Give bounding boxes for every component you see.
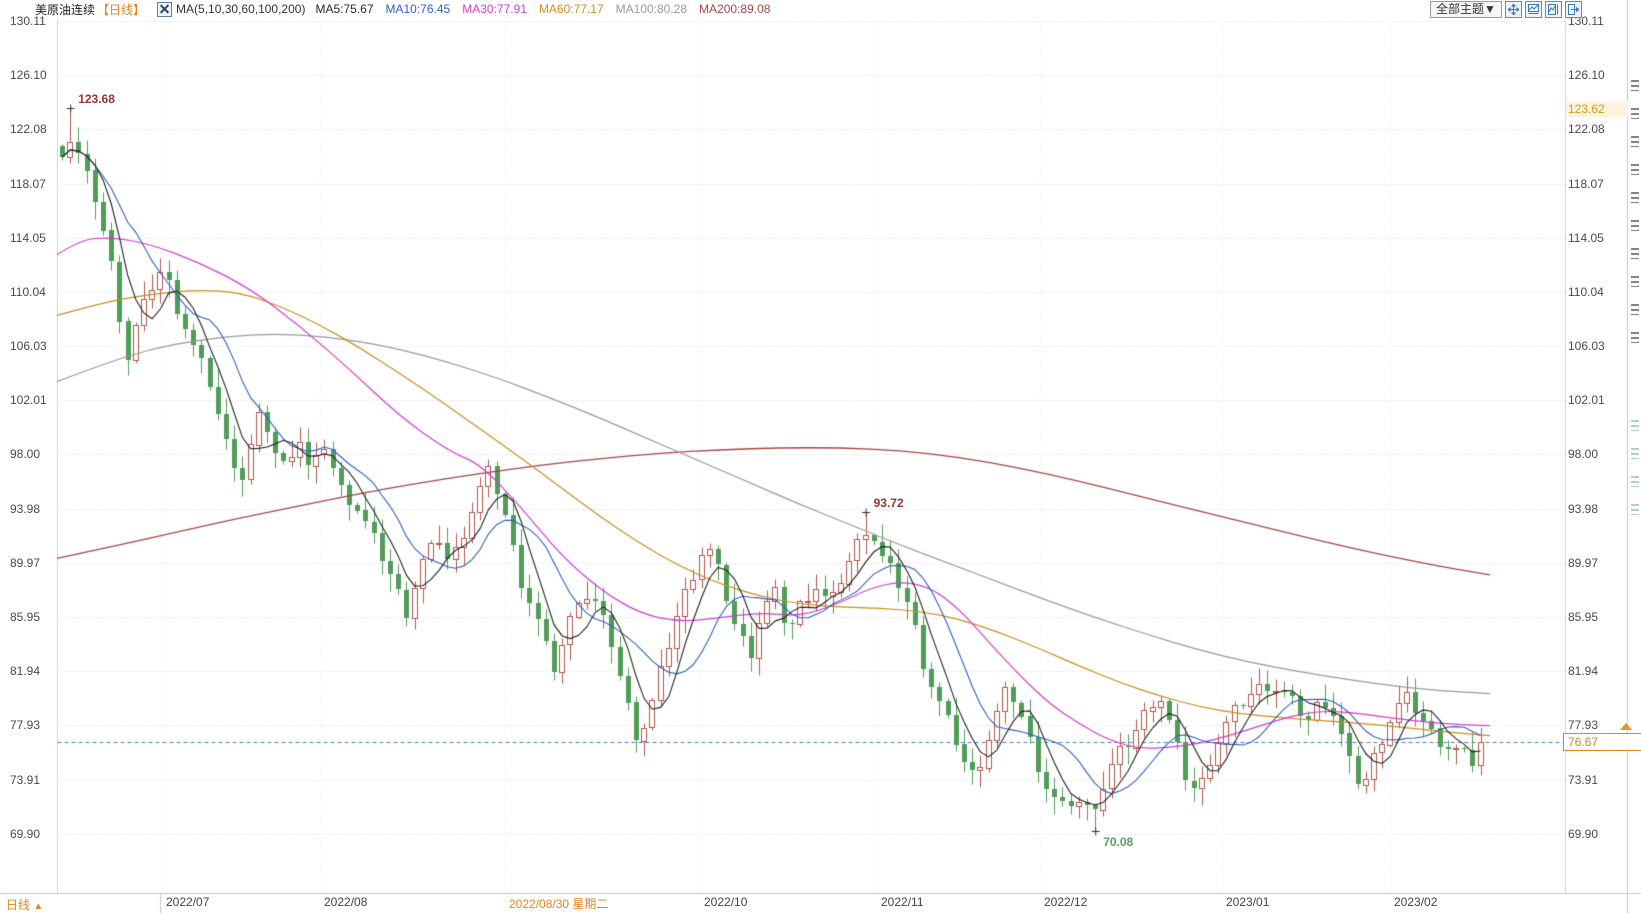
clipped-glyph bbox=[1631, 448, 1639, 459]
ma-group-label: MA(5,10,30,60,100,200) bbox=[176, 2, 306, 16]
y-axis-label: 77.93 bbox=[1568, 718, 1599, 733]
current-price-box: 76.67 bbox=[1563, 733, 1641, 752]
y-axis-label: 85.95 bbox=[10, 610, 41, 625]
y-axis-label: 93.98 bbox=[1568, 501, 1599, 516]
clipped-glyph bbox=[1631, 80, 1639, 91]
x-axis-label: 2023/01 bbox=[1226, 895, 1270, 909]
pan-icon[interactable] bbox=[1504, 1, 1522, 18]
clipped-glyph bbox=[1631, 220, 1639, 231]
clipped-glyph bbox=[1631, 164, 1639, 175]
y-axis-label: 130.11 bbox=[10, 14, 46, 28]
x-axis-label: 2022/07 bbox=[166, 895, 210, 909]
clipped-glyph bbox=[1631, 192, 1639, 203]
clipped-glyph bbox=[1631, 276, 1639, 287]
x-axis-label: 2022/12 bbox=[1044, 895, 1088, 909]
y-axis-label: 110.04 bbox=[1568, 284, 1604, 299]
clipped-glyph bbox=[1631, 420, 1639, 431]
clipped-glyph bbox=[1631, 248, 1639, 259]
upper-price-marker: 123.62 bbox=[1566, 100, 1628, 117]
clipped-glyph bbox=[1631, 504, 1639, 515]
y-axis-label: 110.04 bbox=[10, 284, 46, 299]
scale-y-icon[interactable] bbox=[1544, 1, 1562, 18]
y-axis-label: 106.03 bbox=[10, 339, 47, 354]
y-axis-label: 102.01 bbox=[1568, 393, 1605, 408]
tab-daily[interactable]: 日线 ▲ bbox=[6, 896, 43, 913]
price-up-arrow-icon bbox=[1620, 723, 1632, 731]
scale-x-icon[interactable] bbox=[1524, 1, 1542, 18]
y-axis-label: 122.08 bbox=[1568, 122, 1605, 137]
ma-legend-item: MA10:76.45 bbox=[385, 2, 451, 16]
kline-style-icon[interactable] bbox=[157, 1, 173, 17]
y-axis-label: 102.01 bbox=[10, 393, 47, 408]
y-axis-label: 118.07 bbox=[1568, 176, 1604, 191]
ma-legend-item: MA5:75.67 bbox=[315, 2, 374, 16]
y-axis-label: 93.98 bbox=[10, 501, 41, 516]
y-axis-label: 114.05 bbox=[1568, 230, 1604, 245]
y-axis-label: 114.05 bbox=[10, 230, 46, 245]
tab-collapse-arrow-icon: ▲ bbox=[33, 901, 44, 912]
x-axis-label: 2022/08/30 星期二 bbox=[509, 897, 609, 911]
y-axis-label: 106.03 bbox=[1568, 339, 1605, 354]
x-axis-label: 2022/10 bbox=[704, 895, 748, 909]
y-axis-label: 89.97 bbox=[1568, 555, 1599, 570]
clipped-glyph bbox=[1631, 136, 1639, 147]
annotation-period-low: 70.08 bbox=[1103, 835, 1134, 850]
clipped-glyph bbox=[1631, 332, 1639, 343]
symbol-title: 美原油连续 bbox=[35, 2, 96, 17]
y-axis-label: 69.90 bbox=[10, 826, 41, 841]
y-axis-label: 73.91 bbox=[1568, 772, 1599, 787]
period-tag: 【日线】 bbox=[97, 2, 146, 17]
export-icon[interactable] bbox=[1564, 1, 1582, 18]
y-axis-label: 69.90 bbox=[1568, 826, 1599, 841]
y-axis-label: 98.00 bbox=[10, 447, 41, 462]
y-axis-label: 126.10 bbox=[10, 68, 47, 83]
annotation-period-high: 123.68 bbox=[78, 91, 115, 106]
tab-daily-label: 日线 bbox=[6, 898, 31, 912]
y-axis-label: 77.93 bbox=[10, 718, 41, 733]
y-axis-label: 85.95 bbox=[1568, 610, 1599, 625]
y-axis-label: 118.07 bbox=[10, 176, 46, 191]
ma-legend: MA5:75.67 MA10:76.45 MA30:77.91 MA60:77.17 M… bbox=[315, 2, 782, 16]
y-axis-label: 81.94 bbox=[1568, 664, 1599, 679]
theme-dropdown-button[interactable]: 全部主题▼ bbox=[1430, 1, 1502, 18]
ma-legend-item: MA60:77.17 bbox=[538, 2, 604, 16]
ma-legend-item: MA30:77.91 bbox=[462, 2, 527, 16]
chart-toolbar: 全部主题▼ bbox=[1430, 1, 1582, 18]
y-axis-label: 126.10 bbox=[1568, 68, 1605, 83]
chart-header: 美原油连续 【日线】 MA(5,10,30,60,100,200) MA5:75… bbox=[0, 0, 1641, 18]
x-axis-label: 2022/11 bbox=[881, 895, 924, 909]
x-axis-label: 2023/02 bbox=[1394, 895, 1438, 909]
annotation-swing-high: 93.72 bbox=[873, 496, 904, 511]
y-axis-label: 89.97 bbox=[10, 555, 41, 570]
ma-legend-item: MA200:89.08 bbox=[699, 2, 771, 16]
y-axis-label: 98.00 bbox=[1568, 447, 1599, 462]
x-axis-label: 2022/08 bbox=[324, 895, 368, 909]
y-axis-label: 73.91 bbox=[10, 772, 41, 787]
clipped-glyph bbox=[1631, 304, 1639, 315]
ma-legend-item: MA100:80.28 bbox=[615, 2, 688, 16]
clipped-glyph bbox=[1631, 476, 1639, 487]
collapsed-side-panel-handle[interactable] bbox=[1628, 80, 1641, 532]
clipped-glyph bbox=[1631, 108, 1639, 119]
y-axis-label: 122.08 bbox=[10, 122, 47, 137]
y-axis-label: 81.94 bbox=[10, 664, 41, 679]
